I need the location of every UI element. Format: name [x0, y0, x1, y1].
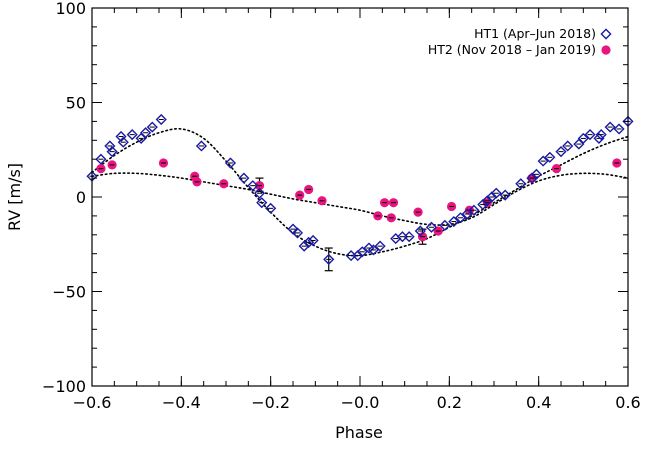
x-tick-label: 0.2 — [437, 393, 462, 412]
ht1-point — [155, 113, 167, 126]
ht1-point — [403, 231, 415, 243]
y-axis-title: RV [m/s] — [5, 163, 24, 231]
y-tick-label: −50 — [52, 283, 86, 302]
x-axis-title: Phase — [335, 423, 383, 442]
ht1-point — [448, 215, 460, 228]
axes: −0.6 −0.4 −0.2 −0.0 0.2 0.4 0.6 −100 −50 0 50 100 — [42, 0, 641, 412]
ht1-point — [604, 121, 616, 133]
ht1-point — [95, 153, 107, 165]
ht1-point — [117, 136, 129, 148]
ht1-point — [499, 189, 511, 201]
y-tick-label: 50 — [66, 94, 86, 113]
ht1-point — [562, 140, 574, 152]
ht1-point — [515, 178, 527, 190]
ht1-point — [454, 212, 467, 224]
ht1-point — [265, 202, 277, 214]
ht1-point — [584, 129, 596, 141]
ht1-point — [374, 240, 386, 252]
ht1-point — [140, 127, 152, 139]
x-tick-label: −0.4 — [162, 393, 201, 412]
legend: HT1 (Apr–Jun 2018)HT2 (Nov 2018 – Jan 20… — [428, 26, 612, 57]
ht1-point — [307, 234, 319, 247]
error-bars — [255, 177, 427, 272]
ht1-point — [146, 121, 158, 133]
ht1-point — [291, 227, 304, 239]
ht1-point — [367, 244, 379, 256]
ht1-point — [256, 197, 268, 209]
x-tick-label: 0.6 — [615, 393, 640, 412]
x-tick-label: 0.4 — [526, 393, 551, 412]
x-tick-label: −0.6 — [73, 393, 112, 412]
ht1-point — [414, 225, 426, 237]
fit-curve-1 — [91, 127, 629, 257]
ht1-point — [195, 140, 208, 152]
legend-marker-ht2 — [601, 45, 611, 55]
x-tick-label: −0.0 — [341, 393, 380, 412]
ht1-point — [439, 219, 451, 231]
y-tick-label: 100 — [55, 0, 86, 18]
ht1-point — [468, 204, 480, 216]
legend-label: HT2 (Nov 2018 – Jan 2019) — [428, 42, 596, 57]
fit-curves — [91, 127, 629, 257]
ht1-point — [544, 151, 556, 163]
ht1-point — [356, 246, 368, 258]
ht1-point — [577, 132, 589, 144]
ht1-point — [224, 157, 237, 169]
ht1-point — [613, 123, 625, 135]
fit-curve-2 — [91, 172, 629, 226]
ht1-point — [490, 187, 502, 199]
ht1-point — [104, 140, 116, 152]
ht1-point — [126, 129, 138, 141]
ht1-point — [461, 208, 473, 220]
y-tick-label: −100 — [42, 377, 86, 396]
legend-label: HT1 (Apr–Jun 2018) — [474, 26, 596, 41]
y-tick-label: 0 — [76, 188, 86, 207]
legend-marker-ht1 — [600, 28, 612, 40]
ht1-point — [106, 146, 118, 158]
x-tick-label: −0.2 — [251, 393, 290, 412]
ht1-point — [555, 146, 567, 158]
ht1-point — [530, 168, 543, 180]
ht1-point — [537, 155, 549, 167]
ht1-point — [115, 130, 127, 143]
ht1-point — [593, 132, 605, 144]
data-points — [86, 113, 634, 265]
plot-frame — [91, 7, 629, 387]
ht1-point — [247, 180, 259, 192]
ht1-point — [253, 187, 266, 199]
ht1-point — [323, 253, 335, 265]
ht1-point — [238, 172, 250, 184]
ht1-point — [595, 129, 607, 141]
ht1-point — [425, 221, 438, 233]
